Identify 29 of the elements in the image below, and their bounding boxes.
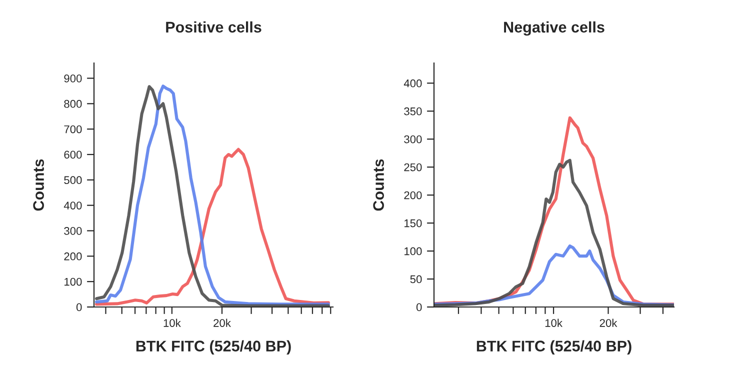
y-tick-label: 700 (64, 125, 82, 134)
y-tick-label: 250 (404, 163, 422, 172)
y-tick-label: 300 (64, 227, 82, 235)
y-tick-label: 900 (64, 74, 82, 82)
x-tick-label: 10k (164, 318, 181, 327)
y-tick-label: 0 (416, 303, 422, 312)
y-tick-label: 150 (404, 219, 422, 228)
y-axis-title: Counts (373, 159, 384, 211)
y-tick-label: 200 (64, 252, 82, 260)
y-tick-label: 300 (404, 135, 422, 144)
y-tick-label: 50 (410, 275, 422, 284)
y-tick-label: 0 (76, 303, 82, 312)
x-tick-label: 20k (214, 318, 231, 327)
y-axis-title: Counts (33, 159, 44, 211)
x-axis-title: BTK FITC (525/40 BP) (476, 340, 632, 355)
x-axis-title: BTK FITC (525/40 BP) (136, 340, 291, 355)
y-tick-label: 500 (64, 176, 82, 184)
chart-title: Positive cells (166, 21, 262, 33)
y-tick-label: 800 (64, 100, 82, 108)
y-tick-label: 100 (64, 278, 82, 286)
chart-title: Negative cells (504, 21, 604, 36)
y-tick-label: 600 (64, 150, 82, 159)
y-tick-label: 400 (404, 79, 422, 88)
x-tick-label: 20k (600, 318, 618, 327)
y-tick-label: 200 (404, 191, 422, 200)
y-tick-label: 350 (404, 107, 422, 116)
y-tick-label: 100 (404, 247, 422, 256)
y-tick-label: 400 (64, 202, 82, 210)
x-tick-label: 10k (545, 318, 563, 327)
